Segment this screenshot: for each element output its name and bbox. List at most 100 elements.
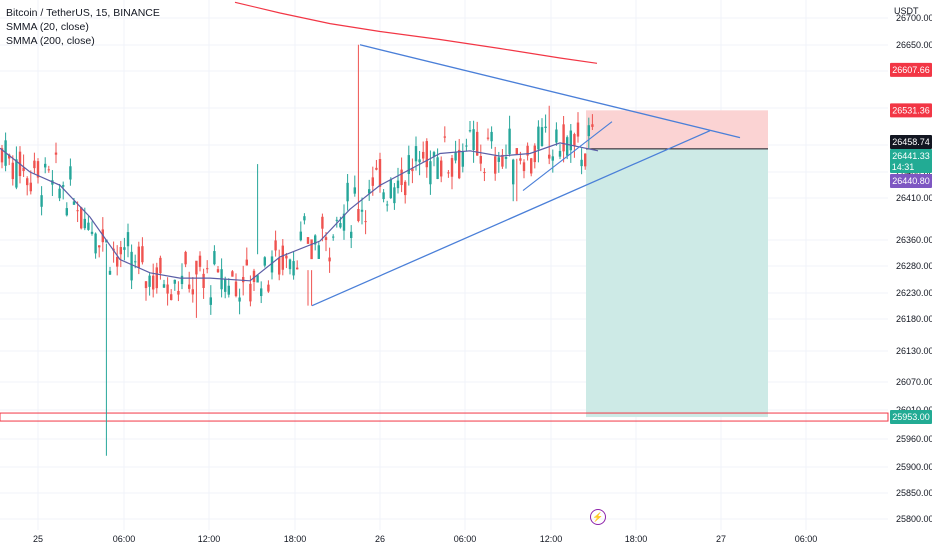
smma20-line xyxy=(0,143,598,281)
candle-body xyxy=(267,285,269,292)
indicator-smma200-legend[interactable]: SMMA (200, close) xyxy=(6,34,160,48)
candle-body xyxy=(224,279,226,292)
candle-body xyxy=(238,298,240,302)
target-price-label-text: 26531.36 xyxy=(892,105,930,115)
candle-body xyxy=(141,246,143,262)
countdown-text: 14:31 xyxy=(892,162,915,172)
time-tick-label: 27 xyxy=(716,534,726,544)
candle-body xyxy=(318,245,320,259)
candle-body xyxy=(156,267,158,288)
candle-body xyxy=(48,169,50,170)
time-tick-label: 06:00 xyxy=(454,534,477,544)
candle-body xyxy=(469,130,471,131)
indicator-smma20-legend[interactable]: SMMA (20, close) xyxy=(6,20,160,34)
candle-body xyxy=(148,276,150,287)
candle-body xyxy=(195,261,197,275)
candle-body xyxy=(393,187,395,203)
candle-body xyxy=(181,276,183,284)
candle-body xyxy=(458,150,460,178)
candle-body xyxy=(138,247,140,268)
price-axis[interactable]: 26700.0026650.0026600.0026550.0026500.00… xyxy=(896,13,932,524)
candle-body xyxy=(537,127,539,150)
candle-body xyxy=(188,285,190,289)
candle-body xyxy=(213,251,215,264)
candle-body xyxy=(134,261,136,262)
candle-body xyxy=(440,161,442,177)
candle-body xyxy=(264,257,266,265)
candle-body xyxy=(541,127,543,146)
candle-body xyxy=(235,282,237,296)
time-tick-label: 25 xyxy=(33,534,43,544)
candle-body xyxy=(310,239,312,259)
target-price-label: 26531.36 xyxy=(890,103,932,117)
candle-body xyxy=(548,155,550,159)
candle-body xyxy=(292,261,294,275)
candle-body xyxy=(62,185,64,187)
candle-body xyxy=(364,221,366,222)
candle-body xyxy=(303,216,305,220)
currency-label: USDT xyxy=(894,6,919,16)
price-tick-label: 25960.00 xyxy=(896,434,932,444)
symbol-title[interactable]: Bitcoin / TetherUS, 15, BINANCE xyxy=(6,6,160,20)
time-tick-label: 12:00 xyxy=(540,534,563,544)
last-price-label: 26441.3314:31 xyxy=(890,149,932,173)
candle-body xyxy=(566,137,568,155)
candle-body xyxy=(505,157,507,159)
candle-body xyxy=(44,164,46,168)
upper-trendline xyxy=(360,45,740,138)
candle-body xyxy=(552,156,554,160)
candle-body xyxy=(130,252,132,281)
candle-body xyxy=(163,284,165,287)
smma200-price-label: 26607.66 xyxy=(890,63,932,77)
price-tick-label: 26360.00 xyxy=(896,235,932,245)
candle-body xyxy=(217,269,219,272)
candle-body xyxy=(372,177,374,185)
candle-body xyxy=(490,132,492,141)
candle-body xyxy=(472,129,474,150)
smma200-price-label-text: 26607.66 xyxy=(892,65,930,75)
candle-body xyxy=(544,127,546,128)
smma20-price-label-text: 26440.80 xyxy=(892,176,930,186)
candle-body xyxy=(289,259,291,269)
lightning-icon[interactable]: ⚡ xyxy=(590,509,606,525)
entry-price-label-text: 26458.74 xyxy=(892,137,930,147)
candle-body xyxy=(498,157,500,162)
candle-body xyxy=(512,160,514,185)
candle-body xyxy=(285,256,287,259)
time-axis[interactable]: 25 06:00 12:00 18:00 26 06:00 12:00 18:00 27 06:0… xyxy=(33,534,817,544)
candle-body xyxy=(501,155,503,167)
candle-body xyxy=(246,260,248,266)
candle-body xyxy=(494,156,496,173)
candle-body xyxy=(123,247,125,250)
candle-body xyxy=(80,207,82,228)
time-tick-label: 18:00 xyxy=(625,534,648,544)
candle-body xyxy=(177,291,179,295)
price-tick-label: 25850.00 xyxy=(896,488,932,498)
price-tick-label: 26070.00 xyxy=(896,377,932,387)
candle-body xyxy=(591,124,593,127)
candle-body xyxy=(422,152,424,159)
candle-body xyxy=(570,131,572,151)
candle-body xyxy=(73,201,75,204)
candle-body xyxy=(30,183,32,192)
candle-body xyxy=(307,237,309,244)
candle-body xyxy=(339,223,341,227)
candle-body xyxy=(94,234,96,254)
candle-body xyxy=(325,237,327,240)
candle-body xyxy=(242,277,244,282)
candle-body xyxy=(58,189,60,199)
candle-body xyxy=(390,180,392,199)
candle-body xyxy=(33,161,35,168)
candle-body xyxy=(91,232,93,234)
candle-body xyxy=(120,247,122,254)
candle-body xyxy=(451,158,453,177)
candle-body xyxy=(530,158,532,173)
candle-body xyxy=(415,146,417,161)
time-tick-label: 06:00 xyxy=(795,534,818,544)
candle-body xyxy=(256,275,258,282)
candle-body xyxy=(429,161,431,184)
candle-body xyxy=(562,124,564,151)
candle-body xyxy=(465,146,467,147)
candle-body xyxy=(447,172,449,173)
